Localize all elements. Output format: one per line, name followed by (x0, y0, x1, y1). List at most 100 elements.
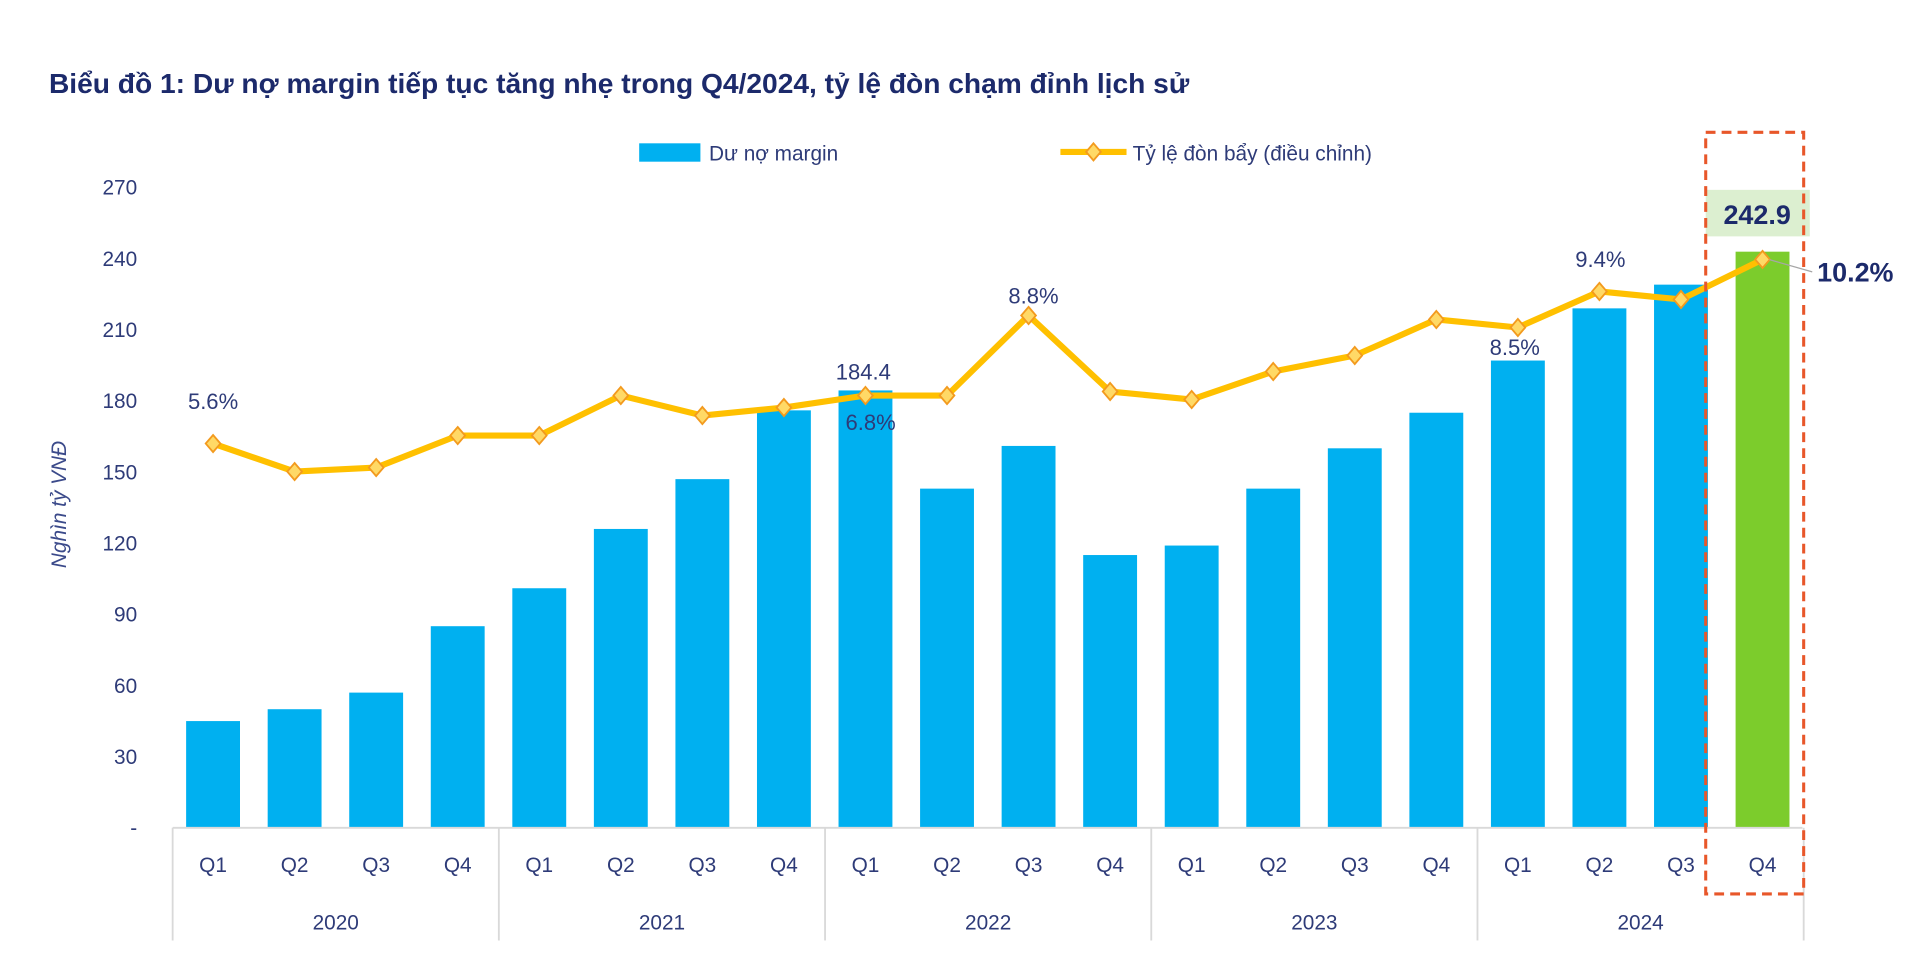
x-tick-label: Q4 (1096, 854, 1124, 877)
x-tick-label: Q2 (607, 854, 635, 877)
y-tick-label: 180 (102, 390, 137, 413)
data-label-bar-highlight: 242.9 (1723, 200, 1790, 230)
bars (186, 251, 1790, 828)
x-tick-label: Q4 (444, 854, 472, 877)
y-tick-label: 30 (114, 746, 137, 769)
data-label-line: 5.6% (188, 389, 238, 414)
line-marker (1264, 361, 1282, 382)
leader-line (1769, 259, 1813, 273)
x-tick-label: Q3 (362, 854, 390, 877)
line-marker (693, 405, 711, 426)
bar (186, 721, 240, 828)
legend-label-bar: Dư nợ margin (709, 142, 838, 165)
line-marker (612, 385, 630, 406)
bar (430, 626, 485, 828)
x-axis: Q1 Q2 Q3 Q4 Q1 Q2 Q3 Q4 Q1 Q2 Q3 Q4 Q1 Q2 Q3 Q4 Q1 Q2 Q3 Q4… (171, 826, 1805, 941)
y-tick-label: 150 (102, 461, 137, 484)
x-group-label: 2024 (1617, 911, 1663, 934)
x-tick-label: Q3 (1341, 854, 1369, 877)
line-series (212, 256, 1764, 475)
data-label-line-highlight: 10.2% (1817, 258, 1893, 288)
line-marker (1346, 345, 1364, 366)
y-tick-label: 210 (102, 319, 137, 342)
line-marker (775, 397, 793, 418)
line-marker (1183, 389, 1201, 410)
highlight-label-bg (1705, 189, 1810, 237)
line-marker (1753, 249, 1772, 270)
chart-title: Biểu đồ 1: Dư nợ margin tiếp tục tăng nh… (49, 68, 1190, 99)
line-marker (367, 457, 385, 478)
x-tick-label: Q2 (1586, 854, 1614, 877)
bar (1409, 412, 1464, 828)
line-marker (1101, 381, 1119, 402)
bar (1735, 251, 1790, 828)
x-tick-label: Q4 (770, 854, 798, 877)
x-tick-label: Q3 (688, 854, 716, 877)
highlight-box (1704, 130, 1806, 896)
data-label-line: 6.8% (846, 410, 896, 435)
bar (512, 588, 567, 828)
data-label-line: 9.4% (1575, 247, 1625, 272)
bar (1327, 448, 1382, 828)
line-marker (530, 425, 548, 446)
x-group-label: 2022 (965, 911, 1011, 934)
bar (920, 488, 974, 828)
bar (1572, 308, 1627, 828)
bar (349, 692, 404, 828)
x-tick-label: Q1 (525, 854, 553, 877)
line-marker (449, 425, 467, 446)
x-tick-label: Q1 (199, 854, 227, 877)
legend: Dư nợ margin Tỷ lệ đòn bẩy (điều chỉnh) (639, 141, 1372, 165)
legend-label-line: Tỷ lệ đòn bẩy (điều chỉnh) (1133, 142, 1372, 165)
x-group-label: 2020 (313, 911, 359, 934)
y-axis-ticks: - 30 60 90 120 150 180 210 240 270 (102, 177, 137, 840)
line-marker (938, 385, 956, 406)
line-marker (286, 461, 304, 482)
y-tick-label: - (130, 817, 137, 840)
bar (1246, 488, 1301, 828)
line-marker (856, 385, 875, 406)
y-tick-label: 90 (114, 604, 137, 627)
leverage-line (204, 249, 1772, 482)
x-tick-label: Q1 (852, 854, 880, 877)
y-axis-title: Nghìn tỷ VNĐ (48, 441, 71, 568)
x-tick-label: Q3 (1015, 854, 1043, 877)
data-label-line: 8.8% (1008, 284, 1058, 309)
bar (675, 479, 730, 828)
x-tick-label: Q3 (1667, 854, 1695, 877)
bar (1083, 555, 1138, 828)
x-tick-label: Q2 (281, 854, 309, 877)
y-tick-label: 270 (102, 177, 137, 200)
y-tick-label: 120 (102, 533, 137, 556)
legend-swatch-bar (639, 143, 701, 162)
x-tick-label: Q1 (1178, 854, 1206, 877)
line-marker (204, 433, 222, 454)
y-tick-label: 60 (114, 675, 137, 698)
bar (756, 410, 811, 828)
x-group-label: 2021 (639, 911, 685, 934)
bar (593, 528, 648, 828)
line-marker (1672, 289, 1690, 310)
line-marker (1020, 305, 1038, 326)
bar (267, 709, 322, 828)
data-labels: 5.6% 184.4 6.8% 8.8% 8.5% 9.4% 242.9 10.2% (188, 189, 1894, 435)
x-tick-label: Q2 (1259, 854, 1287, 877)
bar (1164, 545, 1219, 828)
line-marker (1509, 317, 1527, 338)
x-tick-label: Q4 (1749, 854, 1777, 877)
bar (1490, 360, 1545, 828)
legend-marker (1084, 141, 1103, 162)
x-tick-label: Q1 (1504, 854, 1532, 877)
y-tick-label: 240 (102, 248, 137, 271)
line-marker (1427, 309, 1445, 330)
line-marker (1590, 281, 1608, 302)
x-tick-label: Q2 (933, 854, 961, 877)
x-group-label: 2023 (1291, 911, 1337, 934)
data-label-bar: 184.4 (836, 360, 891, 385)
bar (838, 390, 893, 828)
bar (1001, 445, 1056, 828)
x-tick-label: Q4 (1422, 854, 1450, 877)
bar (1654, 284, 1708, 828)
data-label-line: 8.5% (1490, 335, 1540, 360)
